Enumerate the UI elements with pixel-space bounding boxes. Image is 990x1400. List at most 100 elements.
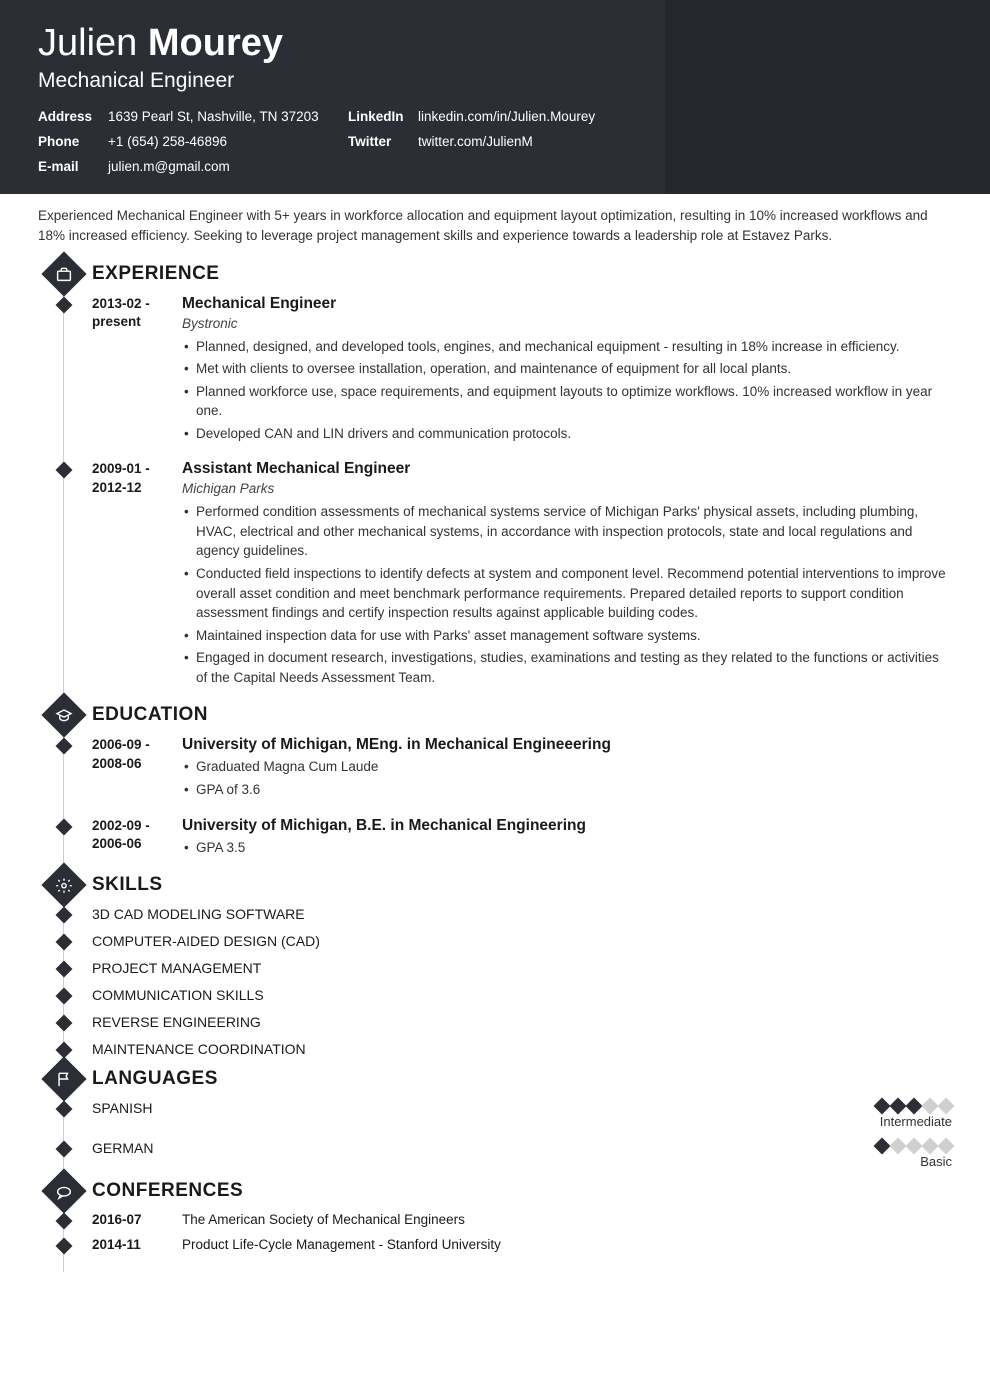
diamond-marker (56, 818, 73, 835)
bullet-item: GPA 3.5 (182, 838, 952, 858)
language-level: Intermediate (876, 1114, 952, 1129)
entry-title: University of Michigan, MEng. in Mechani… (182, 736, 952, 754)
flag-icon (41, 1056, 86, 1101)
contact-value: +1 (654) 258-46896 (108, 134, 227, 149)
skill-name: 3D CAD MODELING SOFTWARE (92, 906, 305, 922)
language-level: Basic (876, 1154, 952, 1169)
rating-diamond (906, 1098, 923, 1115)
diamond-marker (56, 988, 73, 1005)
conference-entry: 2016-07 The American Society of Mechanica… (92, 1212, 952, 1227)
section-education: EDUCATION 2006-09 - 2008-06 University of… (0, 704, 990, 860)
language-name: GERMAN (92, 1140, 153, 1156)
contact-row: Twitter twitter.com/JulienM (348, 134, 648, 149)
skill-name: COMPUTER-AIDED DESIGN (CAD) (92, 933, 320, 949)
entry-subtitle: Bystronic (182, 316, 952, 331)
rating-diamond (922, 1138, 939, 1155)
entry-body: University of Michigan, B.E. in Mechanic… (182, 817, 952, 861)
contact-row: LinkedIn linkedin.com/in/Julien.Mourey (348, 109, 648, 124)
language-rating: Intermediate (876, 1100, 952, 1129)
timeline-entry: 2002-09 - 2006-06 University of Michigan,… (92, 817, 952, 861)
skill-item: MAINTENANCE COORDINATION (92, 1041, 952, 1057)
skill-name: MAINTENANCE COORDINATION (92, 1041, 306, 1057)
section-skills: SKILLS 3D CAD MODELING SOFTWARE COMPUTER-… (0, 874, 990, 1057)
skill-item: REVERSE ENGINEERING (92, 1014, 952, 1030)
entry-date: 2009-01 - 2012-12 (92, 460, 164, 690)
skill-item: COMMUNICATION SKILLS (92, 987, 952, 1003)
contact-value: 1639 Pearl St, Nashville, TN 37203 (108, 109, 319, 124)
entry-title: Mechanical Engineer (182, 295, 952, 313)
rating-diamond (922, 1098, 939, 1115)
speech-icon (41, 1168, 86, 1213)
section-title: SKILLS (92, 874, 163, 896)
bullet-list: Planned, designed, and developed tools, … (182, 337, 952, 444)
rating-diamond (874, 1138, 891, 1155)
timeline-entry: 2006-09 - 2008-06 University of Michigan,… (92, 736, 952, 802)
bullet-item: Planned workforce use, space requirement… (182, 382, 952, 421)
contact-value: julien.m@gmail.com (108, 159, 230, 174)
resume-header: Julien Mourey Mechanical Engineer Addres… (0, 0, 990, 194)
bullet-item: Performed condition assessments of mecha… (182, 502, 952, 561)
last-name: Mourey (148, 22, 283, 64)
contact-value: twitter.com/JulienM (418, 134, 533, 149)
language-rating: Basic (876, 1140, 952, 1169)
diamond-marker (56, 1213, 73, 1230)
conference-entry: 2014-11Product Life-Cycle Management - S… (92, 1237, 952, 1252)
bullet-item: Met with clients to oversee installation… (182, 359, 952, 379)
section-languages: LANGUAGES SPANISHIntermediateGERMANBasic (0, 1068, 990, 1169)
entry-date: 2006-09 - 2008-06 (92, 736, 164, 802)
timeline-entry: 2009-01 - 2012-12Assistant Mechanical En… (92, 460, 952, 690)
contact-label: Phone (38, 134, 100, 149)
diamond-marker (56, 1101, 73, 1118)
contact-label: LinkedIn (348, 109, 410, 124)
conference-date: 2016-07 (92, 1212, 164, 1227)
briefcase-icon (41, 251, 86, 296)
contact-label: Twitter (348, 134, 410, 149)
bullet-list: Graduated Magna Cum LaudeGPA of 3.6 (182, 757, 952, 799)
conference-text: Product Life-Cycle Management - Stanford… (182, 1237, 501, 1252)
section-experience: EXPERIENCE 2013-02 - presentMechanical E… (0, 263, 990, 691)
bullet-item: Developed CAN and LIN drivers and commun… (182, 424, 952, 444)
language-item: GERMAN Basic (92, 1140, 952, 1169)
contact-label: E-mail (38, 159, 100, 174)
name: Julien Mourey (38, 22, 952, 65)
conference-text: The American Society of Mechanical Engin… (182, 1212, 465, 1227)
bullet-list: Performed condition assessments of mecha… (182, 502, 952, 687)
graduation-icon (41, 693, 86, 738)
diamond-marker (56, 934, 73, 951)
diamond-marker (56, 462, 73, 479)
contact-grid: Address 1639 Pearl St, Nashville, TN 3720… (38, 109, 952, 174)
entry-title: University of Michigan, B.E. in Mechanic… (182, 817, 952, 835)
section-title: CONFERENCES (92, 1180, 243, 1202)
bullet-list: GPA 3.5 (182, 838, 952, 858)
skill-name: COMMUNICATION SKILLS (92, 987, 264, 1003)
diamond-marker (56, 738, 73, 755)
job-title: Mechanical Engineer (38, 69, 952, 93)
entry-subtitle: Michigan Parks (182, 481, 952, 496)
entry-title: Assistant Mechanical Engineer (182, 460, 952, 478)
diamond-marker (56, 1141, 73, 1158)
diamond-marker (56, 961, 73, 978)
skill-name: REVERSE ENGINEERING (92, 1014, 261, 1030)
diamond-marker (56, 296, 73, 313)
rating-diamond (938, 1138, 955, 1155)
contact-label: Address (38, 109, 100, 124)
contact-row: Phone +1 (654) 258-46896 (38, 134, 338, 149)
diamond-marker (56, 1238, 73, 1255)
timeline-entry: 2013-02 - presentMechanical EngineerByst… (92, 295, 952, 447)
bullet-item: Planned, designed, and developed tools, … (182, 337, 952, 357)
bullet-item: GPA of 3.6 (182, 780, 952, 800)
language-name: SPANISH (92, 1100, 152, 1116)
diamond-marker (56, 907, 73, 924)
bullet-item: Maintained inspection data for use with … (182, 626, 952, 646)
entry-body: Assistant Mechanical Engineer Michigan Pa… (182, 460, 952, 690)
contact-value: linkedin.com/in/Julien.Mourey (418, 109, 595, 124)
diamond-marker (56, 1015, 73, 1032)
section-title: EXPERIENCE (92, 263, 219, 285)
entry-date: 2002-09 - 2006-06 (92, 817, 164, 861)
entry-body: University of Michigan, MEng. in Mechani… (182, 736, 952, 802)
rating-diamond (938, 1098, 955, 1115)
entry-body: Mechanical Engineer Bystronic Planned, des… (182, 295, 952, 447)
rating-diamond (890, 1138, 907, 1155)
skill-item: 3D CAD MODELING SOFTWARE (92, 906, 952, 922)
section-title: EDUCATION (92, 704, 208, 726)
